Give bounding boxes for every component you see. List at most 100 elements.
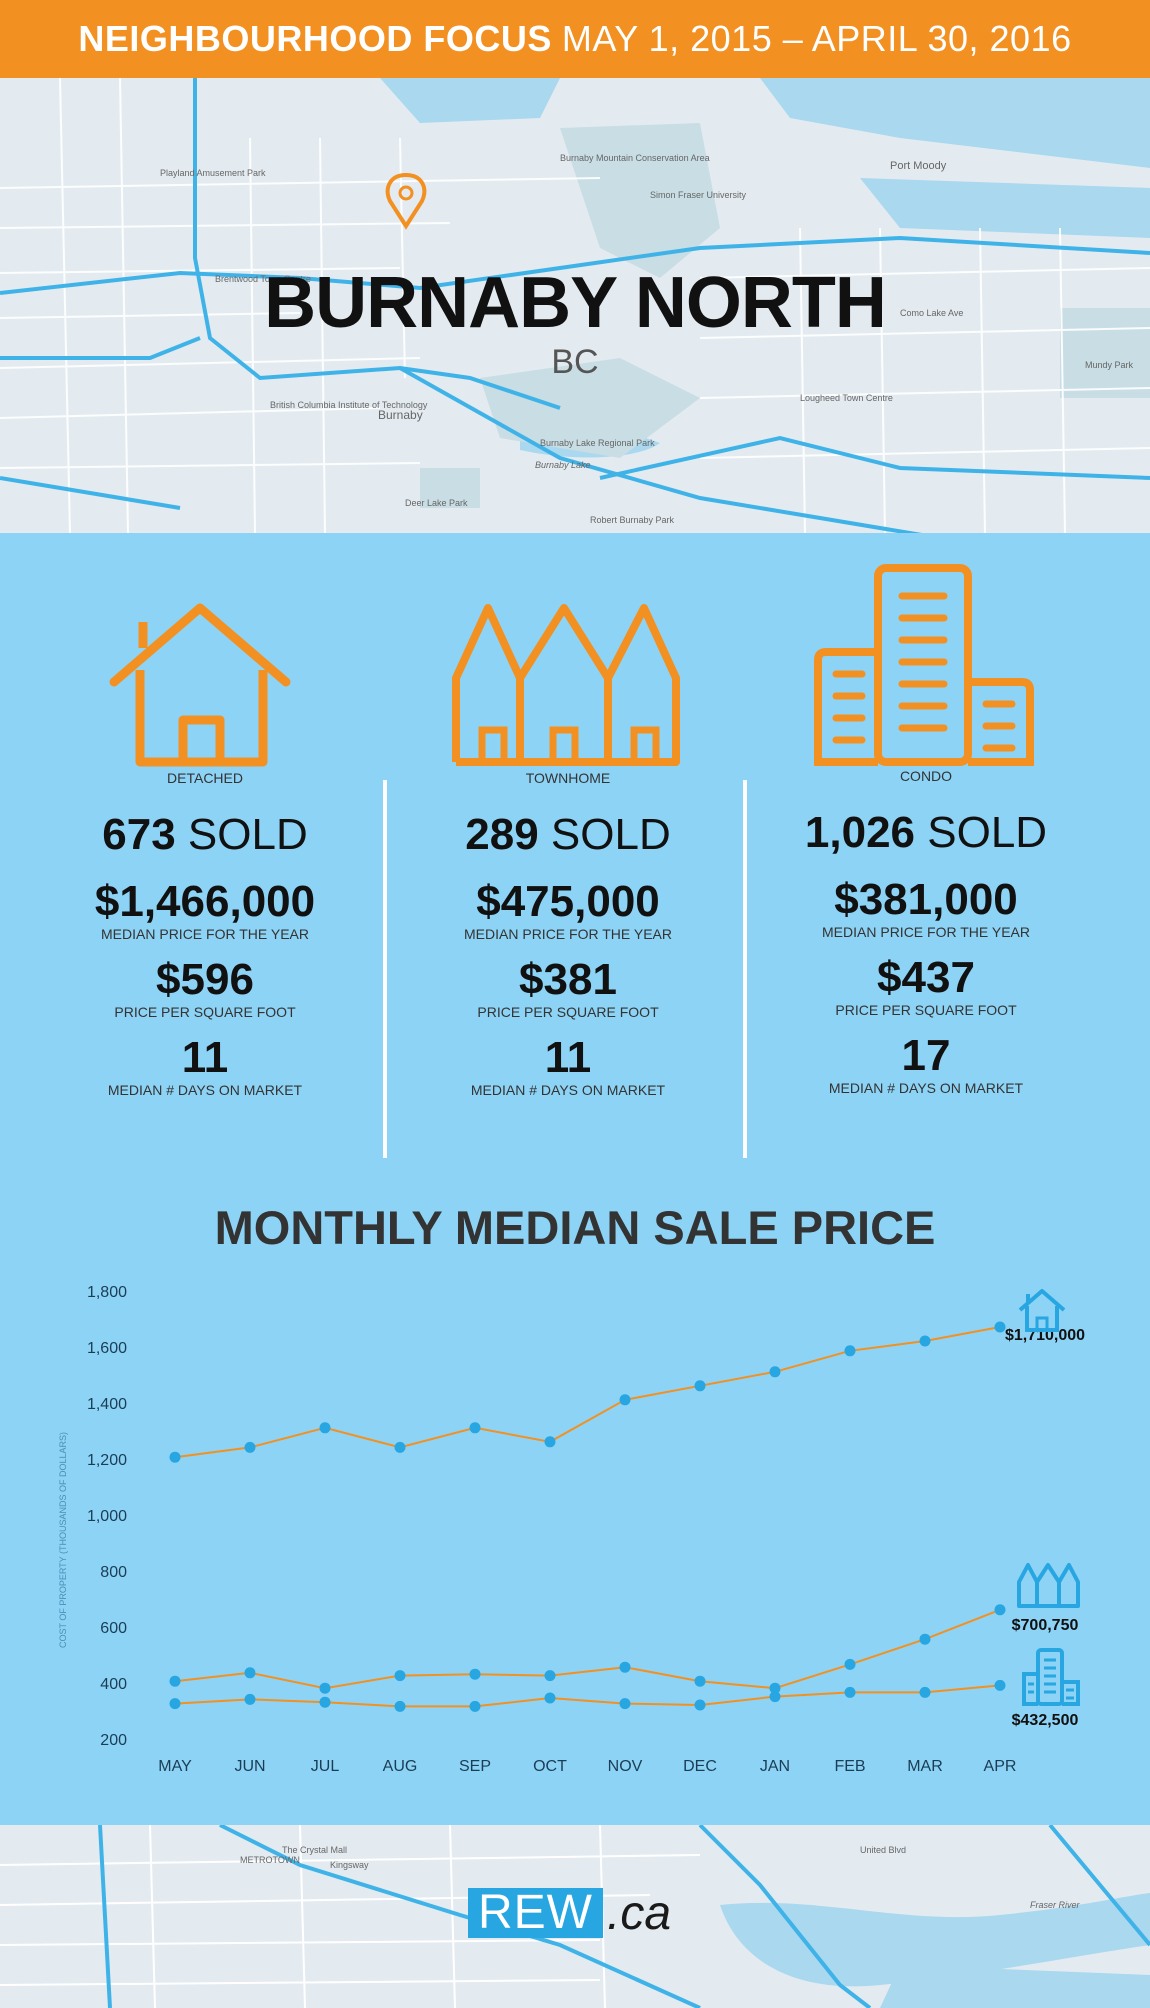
x-tick-label: DEC <box>683 1758 717 1775</box>
condo-icon <box>814 564 1034 766</box>
series-line <box>174 1684 1001 1708</box>
rew-logo[interactable]: REW .ca <box>468 1887 671 1940</box>
data-point <box>769 1366 781 1378</box>
property-type-label: DETACHED <box>167 770 243 786</box>
y-tick-label: 1,600 <box>87 1340 127 1357</box>
y-axis-label: COST OF PROPERTY (THOUSANDS OF DOLLARS) <box>58 1432 68 1648</box>
map-label: Playland Amusement Park <box>160 168 266 178</box>
series-end-label: $700,750 <box>1012 1617 1079 1634</box>
data-point <box>619 1698 631 1710</box>
price-per-sqft: $437 <box>877 953 975 1002</box>
map-label: Burnaby Lake <box>535 460 591 470</box>
data-point <box>469 1422 481 1434</box>
price-per-sqft: $596 <box>156 955 254 1004</box>
sold-word: SOLD <box>927 808 1048 857</box>
data-point <box>394 1441 406 1453</box>
sold-count: 289 SOLD <box>398 810 738 860</box>
map-label: METROTOWN <box>240 1855 300 1865</box>
data-point <box>169 1698 181 1710</box>
rew-logo-box: REW <box>468 1888 603 1938</box>
median-days: 17 <box>901 1031 951 1080</box>
townhome-icon <box>1017 1563 1080 1608</box>
map-label: The Crystal Mall <box>282 1845 348 1855</box>
bottom-map: The Crystal Mall Kingsway METROTOWN Fras… <box>0 1825 1150 2008</box>
series-end-label: $432,500 <box>1012 1712 1079 1729</box>
median-price-label: MEDIAN PRICE FOR THE YEAR <box>101 926 309 942</box>
price-per-sqft-label: PRICE PER SQUARE FOOT <box>114 1004 296 1020</box>
detached-stats: DETACHED 673 SOLD $1,466,000 MEDIAN PRIC… <box>35 770 375 1098</box>
column-divider <box>383 780 387 1158</box>
data-point <box>994 1679 1006 1691</box>
series-line <box>174 1326 1001 1459</box>
x-tick-label: MAY <box>158 1758 192 1775</box>
median-days: 11 <box>181 1033 229 1082</box>
map-label: Robert Burnaby Park <box>590 515 675 525</box>
data-point <box>469 1668 481 1680</box>
data-point <box>319 1422 331 1434</box>
data-point <box>244 1667 256 1679</box>
x-tick-label: NOV <box>608 1758 643 1775</box>
data-point <box>919 1686 931 1698</box>
data-point <box>319 1696 331 1708</box>
chart-title: MONTHLY MEDIAN SALE PRICE <box>214 1201 936 1254</box>
y-tick-label: 1,200 <box>87 1452 127 1469</box>
data-point <box>619 1661 631 1673</box>
map-label: Simon Fraser University <box>650 190 747 200</box>
data-point <box>694 1699 706 1711</box>
map-label: British Columbia Institute of Technology <box>270 400 428 410</box>
banner-date-range: MAY 1, 2015 – APRIL 30, 2016 <box>561 18 1072 59</box>
map-graphic <box>0 78 1150 533</box>
y-tick-label: 400 <box>100 1676 127 1693</box>
x-tick-label: JUL <box>311 1758 340 1775</box>
median-price: $475,000 <box>476 877 660 926</box>
map-label: Deer Lake Park <box>405 498 468 508</box>
property-type-label: CONDO <box>899 768 953 784</box>
condo-stats: CONDO 1,026 SOLD $381,000 MEDIAN PRICE F… <box>756 768 1096 1096</box>
data-point <box>394 1700 406 1712</box>
x-tick-label: JAN <box>760 1758 790 1775</box>
median-price: $381,000 <box>834 875 1018 924</box>
map-label: Burnaby Mountain Conservation Area <box>560 153 710 163</box>
x-tick-label: AUG <box>383 1758 418 1775</box>
data-point <box>844 1345 856 1357</box>
data-point <box>244 1693 256 1705</box>
x-tick-label: MAR <box>907 1758 943 1775</box>
sold-count: 1,026 SOLD <box>756 808 1096 858</box>
sold-word: SOLD <box>187 810 308 859</box>
map-label: Lougheed Town Centre <box>800 393 893 403</box>
sold-number: 289 <box>465 810 539 859</box>
median-days-label: MEDIAN # DAYS ON MARKET <box>470 1082 666 1098</box>
map-label: Brentwood Town Centre <box>215 274 311 284</box>
townhome-icon <box>452 604 680 766</box>
data-point <box>469 1700 481 1712</box>
y-tick-label: 800 <box>100 1564 127 1581</box>
map-label: Burnaby Lake Regional Park <box>540 438 655 448</box>
column-divider <box>743 780 747 1158</box>
top-map: Playland Amusement Park Simon Fraser Uni… <box>0 78 1150 533</box>
map-label: United Blvd <box>860 1845 907 1855</box>
sold-number: 673 <box>102 810 176 859</box>
median-days: 11 <box>544 1033 592 1082</box>
median-price-label: MEDIAN PRICE FOR THE YEAR <box>822 924 1030 940</box>
house-icon <box>109 603 291 767</box>
location-province: BC <box>551 343 599 381</box>
y-tick-label: 1,800 <box>87 1284 127 1301</box>
data-point <box>769 1682 781 1694</box>
condo-icon <box>1022 1648 1080 1706</box>
house-icon <box>1018 1289 1066 1332</box>
map-label: Como Lake Ave <box>900 308 964 318</box>
banner-title: NEIGHBOURHOOD FOCUS <box>78 18 552 59</box>
median-days-label: MEDIAN # DAYS ON MARKET <box>828 1080 1024 1096</box>
data-point <box>394 1670 406 1682</box>
map-label: Mundy Park <box>1085 360 1134 370</box>
median-days-label: MEDIAN # DAYS ON MARKET <box>107 1082 303 1098</box>
sold-word: SOLD <box>550 810 671 859</box>
median-price-label: MEDIAN PRICE FOR THE YEAR <box>464 926 672 942</box>
y-tick-label: 1,000 <box>87 1508 127 1525</box>
y-tick-label: 1,400 <box>87 1396 127 1413</box>
price-per-sqft-label: PRICE PER SQUARE FOOT <box>477 1004 659 1020</box>
data-point <box>919 1633 931 1645</box>
data-point <box>694 1380 706 1392</box>
map-label: Fraser River <box>1030 1900 1080 1910</box>
data-point <box>169 1675 181 1687</box>
